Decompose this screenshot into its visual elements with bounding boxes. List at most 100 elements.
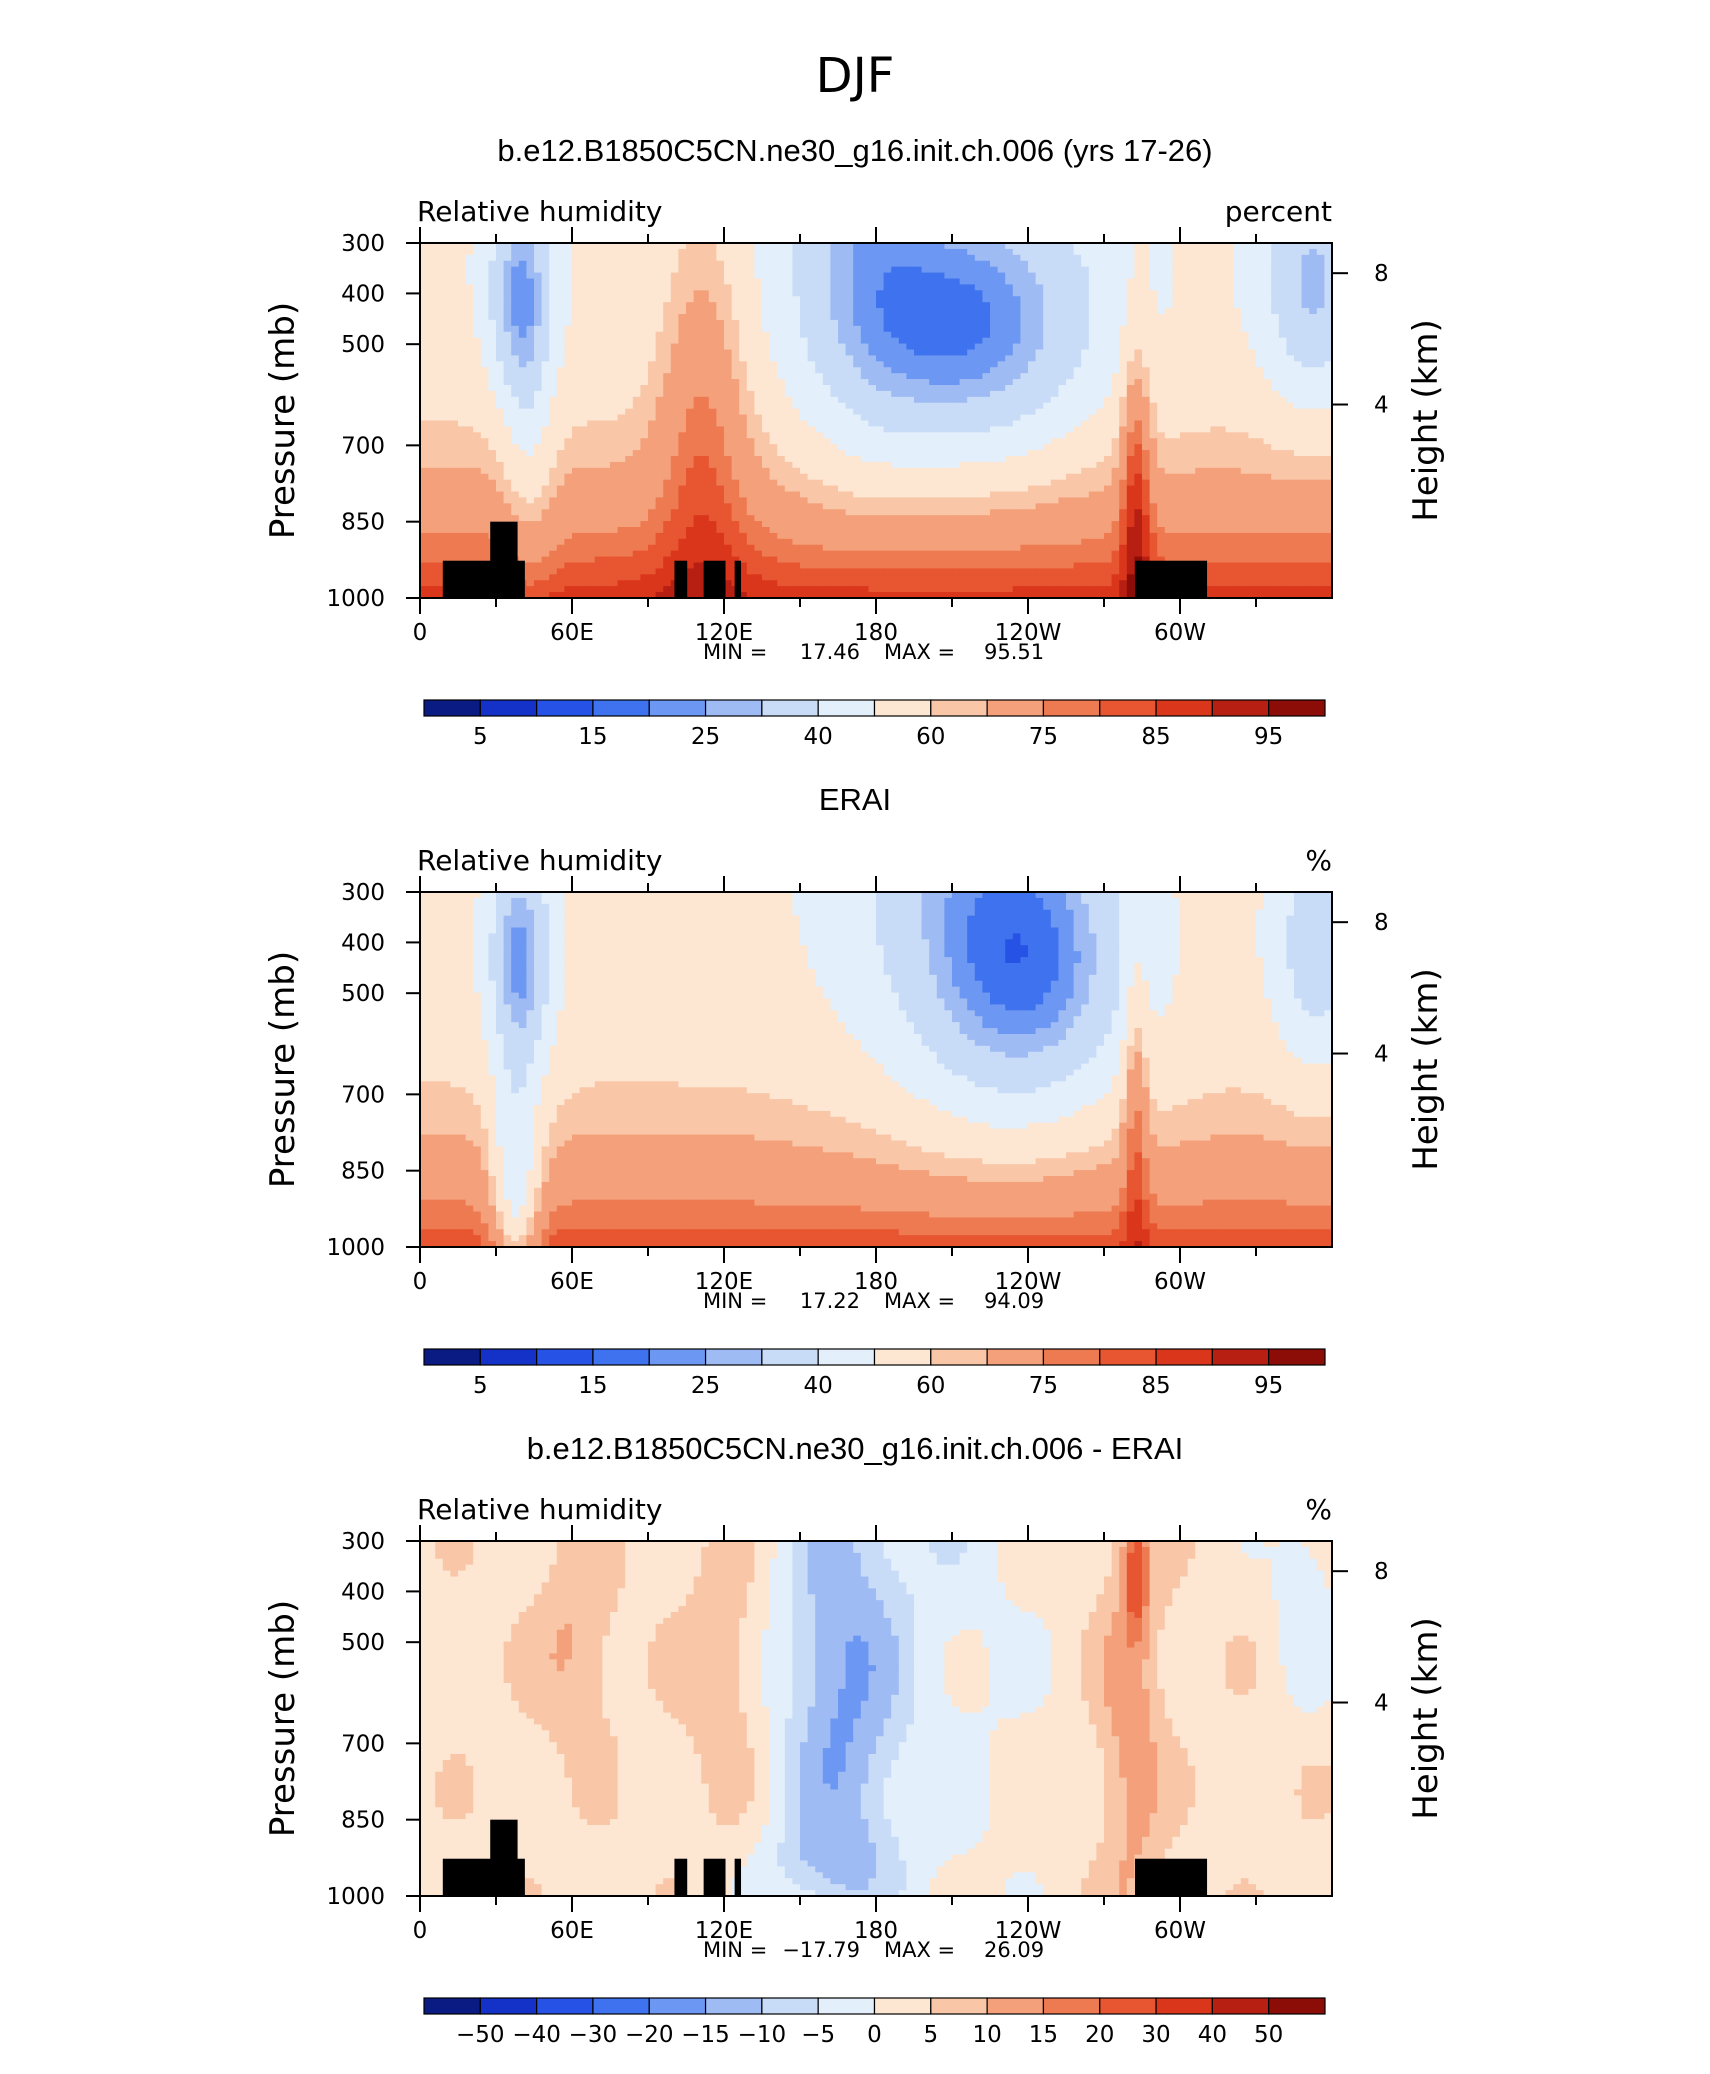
colorbar-box [930,699,988,717]
contour-field [420,1541,1333,1897]
stat-min-label: MIN = [703,1938,767,1962]
x-tick-label: 0 [413,1918,428,1944]
land-mask-block [674,1858,688,1896]
stat-max-value: 26.09 [984,1938,1044,1962]
colorbar-box [423,1348,481,1366]
colorbar-label: −20 [625,2022,674,2048]
colorbar-box [1155,1348,1213,1366]
colorbar-label: −10 [738,2022,787,2048]
right-label: percent [1225,195,1332,228]
colorbar-box [1155,1997,1213,2015]
colorbar-box [986,1997,1045,2015]
chart-panel: ERAI Relative humidity % 0 60E 120E 180 120W 60W… [263,782,1446,1399]
colorbar-box [592,1997,650,2015]
stat-min-value: 17.46 [800,640,860,664]
y-axis-title: Pressure (mb) [263,1600,303,1837]
stat-min-label: MIN = [703,1289,767,1313]
x-tick-label: 120W [995,1269,1062,1295]
chart-panel: b.e12.B1850C5CN.ne30_g16.init.ch.006 (yr… [263,133,1446,750]
colorbar-label: 95 [1254,1373,1283,1399]
colorbar-box [648,1348,707,1366]
land-mask-block [674,560,688,598]
colorbar-box [1155,699,1213,717]
colorbar-box [1099,1348,1157,1366]
colorbar-box [761,1348,819,1366]
colorbar-box [817,1997,876,2015]
colorbar-label: 40 [804,724,833,750]
colorbar-label: 75 [1029,1373,1058,1399]
colorbar-box [648,1997,707,2015]
y-tick-label: 400 [341,281,385,307]
left-label: Relative humidity [417,844,662,877]
y-tick-label: 400 [341,1579,385,1605]
colorbar-box [536,1348,594,1366]
colorbar-label: −5 [801,2022,835,2048]
x-tick-label: 60W [1154,1269,1206,1295]
figure-title: DJF [816,48,895,104]
x-tick-label: 60E [550,1269,594,1295]
y-tick-label: 850 [341,1808,385,1834]
y-tick-label: 700 [341,433,385,459]
colorbar-box [817,699,876,717]
colorbar-label: 50 [1254,2022,1283,2048]
colorbar-label: 5 [923,2022,938,2048]
colorbar-label: −40 [512,2022,561,2048]
colorbar: −50 −40 −30 −20 −15 −10 −5 0 5 10 15 20 30 40 50 [423,1997,1326,2048]
y-tick-label: 300 [341,231,385,257]
y-tick-label: 1000 [326,1884,385,1910]
panel-title: b.e12.B1850C5CN.ne30_g16.init.ch.006 - E… [527,1431,1184,1466]
colorbar-box [479,1997,538,2015]
colorbar-box [873,699,932,717]
colorbar-box [592,699,650,717]
colorbar-box [1211,699,1270,717]
colorbar-box [704,699,763,717]
colorbar-box [704,1997,763,2015]
colorbar-label: −30 [569,2022,618,2048]
colorbar-box [536,1997,594,2015]
x-tick-label: 180 [854,1269,898,1295]
y-tick-label: 700 [341,1082,385,1108]
contour-field [420,892,1333,1248]
y-tick-label: 700 [341,1731,385,1757]
colorbar-box [986,699,1045,717]
colorbar: 5 15 25 40 60 75 85 95 [423,1348,1326,1399]
land-mask-block [513,1858,525,1896]
y-axis-title: Pressure (mb) [263,951,303,1188]
colorbar-box [930,1348,988,1366]
colorbar-label: 75 [1029,724,1058,750]
colorbar-label: 60 [916,1373,945,1399]
left-label: Relative humidity [417,195,662,228]
x-tick-label: 60W [1154,620,1206,646]
colorbar-label: 85 [1141,1373,1170,1399]
x-tick-label: 180 [854,1918,898,1944]
panel-title: ERAI [819,782,891,817]
x-tick-label: 180 [854,620,898,646]
right-label: % [1305,1493,1332,1526]
colorbar-label: −15 [681,2022,730,2048]
colorbar-box [873,1997,932,2015]
y-axis-title: Pressure (mb) [263,302,303,539]
land-mask-block [703,1858,726,1896]
y-tick-right-label: 4 [1374,1042,1389,1068]
colorbar-label: 15 [578,1373,607,1399]
colorbar-box [1268,1997,1326,2015]
colorbar-label: 0 [867,2022,882,2048]
stat-max-value: 94.09 [984,1289,1044,1313]
chart-panel: b.e12.B1850C5CN.ne30_g16.init.ch.006 - E… [263,1431,1446,2048]
colorbar-label: 40 [804,1373,833,1399]
colorbar-box [423,699,481,717]
colorbar-label: 15 [578,724,607,750]
x-tick-label: 120E [695,1269,753,1295]
land-mask-block [513,560,525,598]
colorbar-box [536,699,594,717]
land-mask-block [734,560,742,598]
colorbar-label: 40 [1198,2022,1227,2048]
colorbar-box [1268,699,1326,717]
y-tick-right-label: 8 [1374,1559,1389,1585]
colorbar-label: 60 [916,724,945,750]
colorbar-box [479,699,538,717]
colorbar-box [479,1348,538,1366]
x-tick-label: 120E [695,1918,753,1944]
left-label: Relative humidity [417,1493,662,1526]
